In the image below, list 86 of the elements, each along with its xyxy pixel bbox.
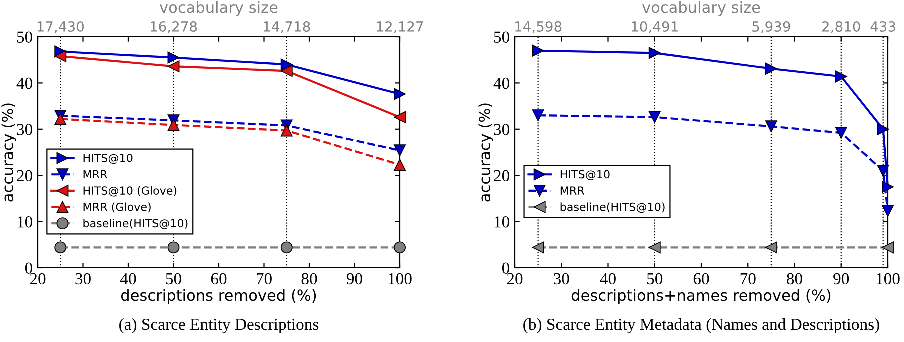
point xyxy=(394,144,406,157)
point xyxy=(765,120,778,133)
x-tick-label: 60 xyxy=(211,273,227,285)
x-axis-title: descriptions removed (%) xyxy=(121,289,316,304)
legend-label: baseline(HITS@10) xyxy=(84,219,188,230)
legend-label: baseline(HITS@10) xyxy=(560,202,665,214)
y-tick-label: 40 xyxy=(16,78,33,90)
y-tick-label: 10 xyxy=(18,216,33,228)
point xyxy=(280,124,293,137)
y-tick-label: 40 xyxy=(494,78,510,90)
point xyxy=(765,62,778,75)
point xyxy=(54,113,67,126)
x-tick-label: 50 xyxy=(166,273,182,285)
text: 433 xyxy=(870,21,896,32)
point xyxy=(648,111,661,124)
legend-label: MRR (Glove) xyxy=(84,202,151,213)
text: 10,491 xyxy=(632,21,678,34)
point xyxy=(168,242,180,254)
y-tick-label: 20 xyxy=(17,170,33,182)
x-tick-label: 70 xyxy=(740,273,756,285)
x-tick-label: 100 xyxy=(388,273,412,285)
point xyxy=(532,110,544,122)
x-tick-label: 60 xyxy=(694,273,710,285)
x-tick-label: 90 xyxy=(834,273,850,285)
y-tick-label: 0 xyxy=(502,262,510,274)
point xyxy=(394,242,406,254)
x-tick-label: 50 xyxy=(648,273,663,285)
point xyxy=(280,65,293,78)
point xyxy=(168,119,180,132)
point xyxy=(532,44,544,57)
x-tick-label: 30 xyxy=(554,273,570,285)
x-tick-label: 20 xyxy=(507,273,523,285)
y-tick-label: 20 xyxy=(494,170,510,182)
text: 16,278 xyxy=(150,21,198,34)
legend-label: HITS@10 (Glove) xyxy=(84,186,177,197)
text: 2,810 xyxy=(822,21,860,34)
point xyxy=(532,242,544,254)
text: 5,939 xyxy=(752,21,790,34)
x-tick-label: 80 xyxy=(787,273,802,285)
point xyxy=(394,111,406,124)
point xyxy=(877,165,890,177)
text: 14,718 xyxy=(264,21,310,34)
x-tick-label: 20 xyxy=(30,273,46,285)
y-tick-label: 30 xyxy=(494,124,510,136)
point xyxy=(835,127,848,140)
point xyxy=(394,88,406,100)
point xyxy=(280,58,293,71)
y-tick-label: 50 xyxy=(17,32,33,43)
x2-axis-title: vocabulary size xyxy=(642,1,760,16)
y-tick-label: 50 xyxy=(494,32,510,43)
text: 17,430 xyxy=(38,21,84,34)
y-tick-label: 10 xyxy=(494,216,510,228)
y-axis-title: accuracy (%) xyxy=(478,104,494,202)
legend-label: HITS@10 xyxy=(560,170,610,180)
point xyxy=(765,242,778,254)
x2-axis-title: vocabulary size xyxy=(160,1,278,16)
y-tick-label: 0 xyxy=(25,262,33,274)
point xyxy=(54,50,67,62)
x-tick-label: 40 xyxy=(600,273,616,285)
y-tick-label: 30 xyxy=(17,124,33,136)
point xyxy=(280,242,293,254)
x-tick-label: 40 xyxy=(120,273,136,285)
y-axis-title: accuracy (%) xyxy=(2,104,16,202)
x-tick-label: 90 xyxy=(346,273,362,285)
point xyxy=(168,60,180,73)
point xyxy=(882,242,894,254)
x-tick-label: 80 xyxy=(302,273,318,285)
point xyxy=(835,70,848,83)
point xyxy=(648,242,661,254)
legend-label: MRR xyxy=(560,186,585,195)
point xyxy=(882,205,894,218)
x-axis-title: descriptions+names removed (%) xyxy=(572,289,831,304)
legend-label: HITS@10 xyxy=(84,154,133,164)
x-tick-label: 70 xyxy=(257,273,272,285)
x-tick-label: 30 xyxy=(76,273,91,285)
legend-label: MRR xyxy=(84,170,108,179)
text: (a) Scarce Entity Descriptions xyxy=(120,318,319,334)
point xyxy=(394,159,406,171)
point xyxy=(168,52,180,64)
point xyxy=(648,47,661,60)
point xyxy=(877,123,890,136)
x-tick-label: 100 xyxy=(876,273,900,285)
text: 12,127 xyxy=(377,21,424,34)
text: 14,598 xyxy=(516,21,562,34)
text: (b) Scarce Entity Metadata (Names and Descriptions) xyxy=(524,318,880,334)
point xyxy=(54,242,67,254)
